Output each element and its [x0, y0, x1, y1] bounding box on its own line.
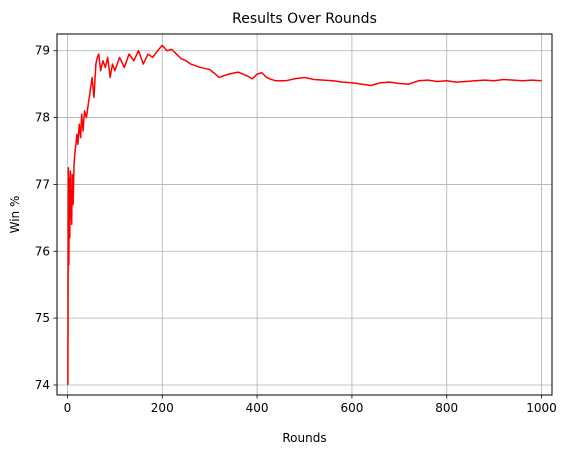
plot-frame [56, 33, 553, 396]
grid [57, 34, 552, 395]
series-layer [67, 44, 542, 385]
x-axis-title: Rounds [282, 431, 326, 445]
x-tick-label: 1000 [526, 401, 557, 415]
x-tick-label: 600 [340, 401, 363, 415]
x-tick-label: 400 [246, 401, 269, 415]
y-axis-title: Win % [8, 196, 22, 234]
x-tick-label: 0 [64, 401, 72, 415]
y-tick-label: 79 [35, 44, 50, 58]
chart-title: Results Over Rounds [232, 11, 377, 27]
y-tick-label: 76 [35, 244, 50, 258]
y-tick-label: 77 [35, 177, 50, 191]
series-line [67, 44, 542, 385]
y-tick-label: 75 [35, 311, 50, 325]
y-tick-label: 74 [35, 378, 50, 392]
y-axis: 74 75 76 77 78 79 [35, 44, 57, 392]
x-axis: 0 200 400 600 800 1000 [64, 395, 557, 415]
x-tick-label: 800 [435, 401, 458, 415]
x-tick-label: 200 [151, 401, 174, 415]
y-tick-label: 78 [35, 111, 50, 125]
